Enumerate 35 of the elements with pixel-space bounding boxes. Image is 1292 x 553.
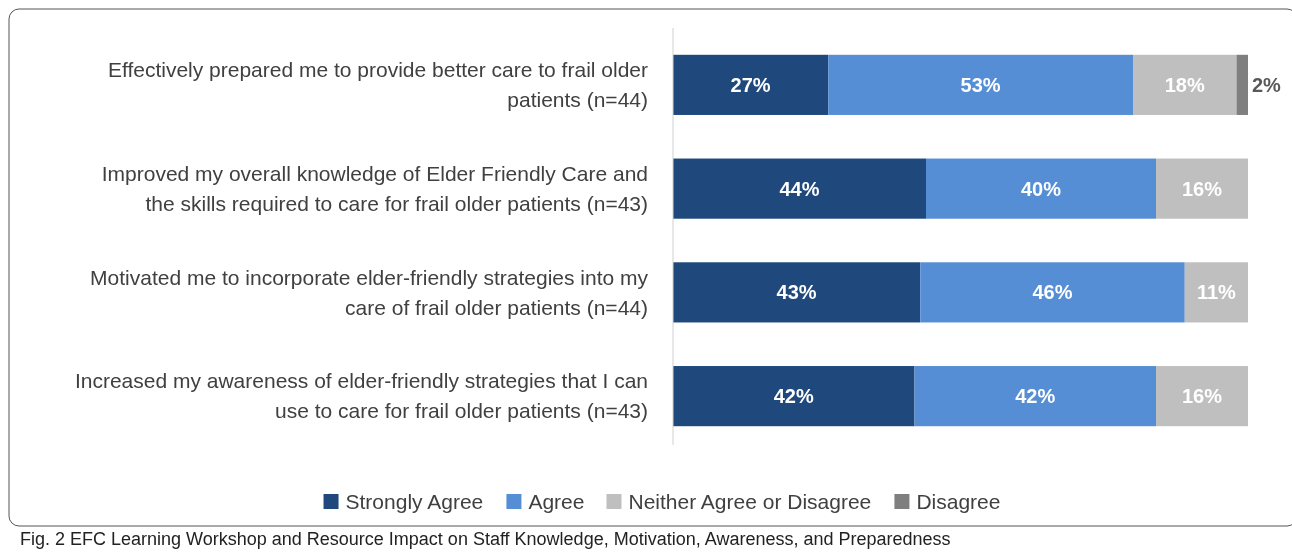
data-label: 16% xyxy=(1181,177,1223,200)
y-tick-label: Effectively prepared me to provide better care to frail older patients (n=44) xyxy=(107,58,648,112)
bar xyxy=(673,158,926,219)
bar xyxy=(828,54,1133,115)
legend-label: Strongly Agree xyxy=(345,490,484,514)
data-label: 53% xyxy=(960,73,1001,96)
bar xyxy=(1133,54,1237,115)
data-label: 11% xyxy=(1196,281,1237,304)
data-label: 18% xyxy=(1164,73,1205,96)
legend-label: Agree xyxy=(528,490,585,514)
legend-label: Neither Agree or Disagree xyxy=(628,490,872,514)
y-tick-label: Motivated me to incorporate elder-friendly strategies into my care of frail older patients (n=44) xyxy=(90,265,649,319)
bar xyxy=(1156,158,1248,219)
data-label: 16% xyxy=(1181,385,1223,408)
y-tick-label: Increased my awareness of elder-friendly strategies that I can use to care for frail older patients (n=43) xyxy=(74,369,648,423)
bar xyxy=(1184,262,1248,323)
bar xyxy=(1236,54,1248,115)
data-label: 42% xyxy=(1015,385,1056,408)
data-label: 2% xyxy=(1252,73,1282,96)
data-label: 43% xyxy=(776,281,817,304)
bar xyxy=(673,366,915,427)
data-label: 27% xyxy=(730,73,771,96)
data-label: 40% xyxy=(1020,177,1062,200)
bar xyxy=(673,262,921,323)
legend-label: Disagree xyxy=(916,490,1001,514)
data-label: 44% xyxy=(779,177,820,200)
bar xyxy=(673,54,829,115)
y-tick-label: Improved my overall knowledge of Elder Friendly Care and the skills required to care for frail older patients (n=43) xyxy=(101,161,648,215)
bar xyxy=(1156,366,1248,427)
bar xyxy=(920,262,1185,323)
bar xyxy=(914,366,1156,427)
bar xyxy=(926,158,1156,219)
data-label: 46% xyxy=(1032,281,1073,304)
data-label: 42% xyxy=(773,385,814,408)
caption: Fig. 2 EFC Learning Workshop and Resource Impact on Staff Knowledge, Motivation, Awareness, and Preparedness xyxy=(20,529,951,550)
